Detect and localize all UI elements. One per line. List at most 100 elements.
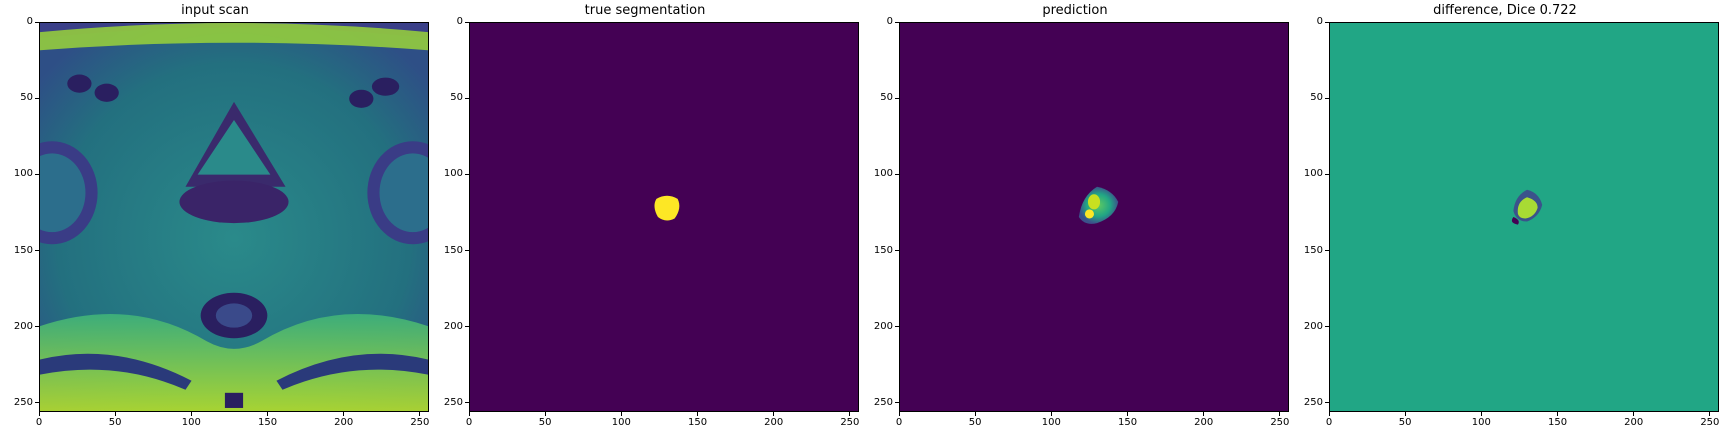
y-tick-label: 50 — [7, 93, 33, 103]
y-tick-mark — [35, 98, 39, 99]
panel-difference: difference, Dice 0.722 0 50 100 150 200 250 0 5… — [1290, 0, 1720, 432]
y-tick-label: 0 — [1297, 17, 1323, 27]
x-tick-mark — [1709, 412, 1710, 416]
x-tick-label: 0 — [1314, 418, 1344, 428]
x-tick-mark — [975, 412, 976, 416]
y-tick-mark — [1325, 326, 1329, 327]
y-tick-label: 150 — [7, 246, 33, 256]
x-tick-label: 50 — [530, 418, 560, 428]
y-tick-mark — [35, 250, 39, 251]
prediction-image — [900, 23, 1288, 411]
panel-title: input scan — [0, 3, 430, 18]
x-tick-mark — [469, 412, 470, 416]
y-tick-mark — [465, 22, 469, 23]
y-tick-mark — [895, 98, 899, 99]
y-tick-mark — [465, 250, 469, 251]
y-tick-mark — [895, 22, 899, 23]
x-tick-label: 250 — [1695, 418, 1725, 428]
x-tick-mark — [419, 412, 420, 416]
x-tick-mark — [773, 412, 774, 416]
y-tick-mark — [465, 326, 469, 327]
x-tick-mark — [343, 412, 344, 416]
x-tick-label: 0 — [454, 418, 484, 428]
y-tick-label: 100 — [867, 169, 893, 179]
y-tick-mark — [895, 402, 899, 403]
image-axes — [39, 22, 429, 412]
y-tick-mark — [465, 98, 469, 99]
y-tick-label: 0 — [7, 17, 33, 27]
difference-image — [1330, 23, 1718, 411]
y-tick-label: 0 — [437, 17, 463, 27]
x-tick-mark — [267, 412, 268, 416]
y-tick-label: 200 — [7, 322, 33, 332]
y-tick-mark — [1325, 250, 1329, 251]
x-tick-label: 150 — [1113, 418, 1143, 428]
x-tick-label: 200 — [1619, 418, 1649, 428]
x-tick-mark — [1405, 412, 1406, 416]
y-tick-label: 50 — [867, 93, 893, 103]
y-tick-label: 250 — [1297, 398, 1323, 408]
y-tick-label: 250 — [867, 398, 893, 408]
y-tick-label: 200 — [1297, 322, 1323, 332]
y-tick-label: 200 — [867, 322, 893, 332]
x-tick-label: 200 — [329, 418, 359, 428]
x-tick-mark — [115, 412, 116, 416]
y-tick-label: 250 — [437, 398, 463, 408]
x-tick-label: 150 — [1543, 418, 1573, 428]
y-tick-mark — [35, 326, 39, 327]
x-tick-label: 200 — [759, 418, 789, 428]
x-tick-mark — [1279, 412, 1280, 416]
x-tick-mark — [1203, 412, 1204, 416]
x-tick-mark — [621, 412, 622, 416]
x-tick-label: 0 — [884, 418, 914, 428]
x-tick-mark — [697, 412, 698, 416]
panel-input-scan: input scan — [0, 0, 430, 432]
y-tick-label: 100 — [1297, 169, 1323, 179]
image-axes — [469, 22, 859, 412]
y-tick-mark — [895, 250, 899, 251]
y-tick-label: 250 — [7, 398, 33, 408]
y-tick-mark — [895, 174, 899, 175]
x-tick-label: 50 — [960, 418, 990, 428]
y-tick-mark — [465, 174, 469, 175]
image-axes — [899, 22, 1289, 412]
y-tick-label: 150 — [867, 246, 893, 256]
x-tick-mark — [1633, 412, 1634, 416]
x-tick-mark — [849, 412, 850, 416]
x-tick-label: 100 — [606, 418, 636, 428]
y-tick-mark — [35, 174, 39, 175]
x-tick-mark — [899, 412, 900, 416]
panel-prediction: prediction 0 50 100 150 200 250 0 50 100 150 200 25… — [860, 0, 1290, 432]
y-tick-mark — [1325, 22, 1329, 23]
x-tick-mark — [191, 412, 192, 416]
y-tick-label: 150 — [1297, 246, 1323, 256]
y-tick-label: 200 — [437, 322, 463, 332]
mri-scan-image — [40, 23, 428, 411]
x-tick-mark — [1329, 412, 1330, 416]
y-tick-label: 0 — [867, 17, 893, 27]
y-tick-label: 50 — [1297, 93, 1323, 103]
x-tick-label: 100 — [176, 418, 206, 428]
image-axes — [1329, 22, 1719, 412]
y-tick-mark — [35, 402, 39, 403]
x-tick-mark — [39, 412, 40, 416]
y-tick-label: 100 — [7, 169, 33, 179]
x-tick-label: 50 — [1390, 418, 1420, 428]
x-tick-label: 100 — [1466, 418, 1496, 428]
x-tick-label: 150 — [683, 418, 713, 428]
panel-title: prediction — [860, 3, 1290, 18]
panel-title: true segmentation — [430, 3, 860, 18]
x-tick-label: 200 — [1189, 418, 1219, 428]
panel-true-segmentation: true segmentation 0 50 100 150 200 250 0 50 100 1… — [430, 0, 860, 432]
x-tick-mark — [545, 412, 546, 416]
x-tick-mark — [1051, 412, 1052, 416]
y-tick-mark — [35, 22, 39, 23]
x-tick-mark — [1127, 412, 1128, 416]
x-tick-label: 50 — [100, 418, 130, 428]
segmentation-mask-image — [470, 23, 858, 411]
y-tick-mark — [1325, 402, 1329, 403]
y-tick-label: 150 — [437, 246, 463, 256]
panel-title: difference, Dice 0.722 — [1290, 3, 1720, 18]
y-tick-mark — [1325, 98, 1329, 99]
x-tick-label: 100 — [1036, 418, 1066, 428]
